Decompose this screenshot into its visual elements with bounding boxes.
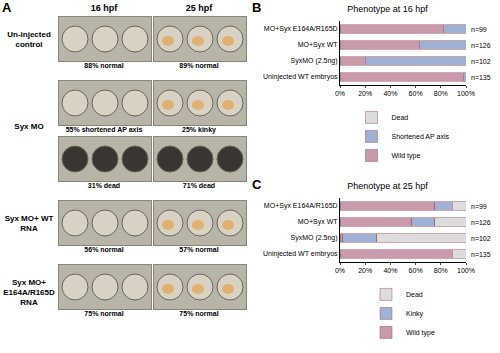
- svg-text:80%: 80%: [434, 267, 448, 274]
- svg-text:20%: 20%: [358, 90, 372, 97]
- svg-text:MO+Syx WT: MO+Syx WT: [298, 218, 339, 226]
- svg-text:80%: 80%: [434, 90, 448, 97]
- svg-text:Wild type: Wild type: [392, 152, 421, 160]
- html-text:75% normal: 75% normal: [179, 310, 219, 317]
- html-text:B: B: [252, 0, 262, 15]
- svg-text:40%: 40%: [383, 267, 397, 274]
- svg-text:60%: 60%: [409, 267, 423, 274]
- svg-text:100%: 100%: [457, 267, 475, 274]
- svg-text:Uninjected WT embryos: Uninjected WT embryos: [263, 73, 338, 81]
- svg-text:Uninjected WT embryos: Uninjected WT embryos: [263, 250, 338, 258]
- svg-text:Kinky: Kinky: [406, 310, 424, 318]
- svg-text:n=102: n=102: [471, 235, 491, 242]
- svg-text:Phenotype at 16 hpf: Phenotype at 16 hpf: [347, 4, 428, 14]
- html-text:A: A: [2, 0, 12, 15]
- svg-text:MO+Syx WT: MO+Syx WT: [298, 41, 339, 49]
- svg-text:100%: 100%: [457, 90, 475, 97]
- html-text:Un-injected control: Un-injected control: [7, 30, 51, 49]
- svg-text:Dead: Dead: [406, 291, 423, 298]
- html-text:Syx MO: Syx MO: [14, 122, 44, 131]
- svg-text:Phenotype at 25 hpf: Phenotype at 25 hpf: [347, 181, 428, 191]
- svg-text:n=126: n=126: [471, 219, 491, 226]
- html-text:89% normal: 89% normal: [179, 62, 219, 69]
- html-text:C: C: [252, 177, 262, 192]
- html-text:57% normal: 57% normal: [179, 246, 219, 253]
- html-text:Syx MO+ WT RNA: Syx MO+ WT RNA: [4, 214, 54, 233]
- svg-text:n=102: n=102: [471, 58, 491, 65]
- html-text:88% normal: 88% normal: [84, 62, 124, 69]
- html-text:55% shortened AP axis: 55% shortened AP axis: [65, 126, 143, 133]
- svg-text:60%: 60%: [409, 90, 423, 97]
- html-text:25 hpf: 25 hpf: [185, 3, 213, 13]
- html-text:Syx MO+ E164A/R165D RNA: Syx MO+ E164A/R165D RNA: [3, 278, 55, 307]
- html-text:71% dead: 71% dead: [182, 182, 216, 189]
- svg-text:MO+Syx E164A/R165D: MO+Syx E164A/R165D: [264, 202, 338, 210]
- html-text:31% dead: 31% dead: [87, 182, 121, 189]
- html-text:16 hpf: 16 hpf: [90, 3, 118, 13]
- svg-text:n=99: n=99: [471, 26, 487, 33]
- svg-text:SyxMO (2.5ng): SyxMO (2.5ng): [291, 57, 338, 65]
- svg-text:SyxMO (2.5ng): SyxMO (2.5ng): [291, 234, 338, 242]
- html-text:25% kinky: 25% kinky: [182, 126, 216, 133]
- svg-text:Dead: Dead: [392, 114, 409, 121]
- svg-text:20%: 20%: [358, 267, 372, 274]
- svg-text:n=126: n=126: [471, 42, 491, 49]
- svg-text:n=99: n=99: [471, 203, 487, 210]
- svg-text:Wild type: Wild type: [406, 329, 435, 337]
- html-text:56% normal: 56% normal: [84, 246, 124, 253]
- svg-text:0%: 0%: [335, 90, 345, 97]
- svg-text:40%: 40%: [383, 90, 397, 97]
- svg-text:MO+Syx E164A/R165D: MO+Syx E164A/R165D: [264, 25, 338, 33]
- svg-text:Shortened AP axis: Shortened AP axis: [392, 133, 450, 140]
- svg-text:n=135: n=135: [471, 251, 491, 258]
- svg-text:n=135: n=135: [471, 74, 491, 81]
- html-text:75% normal: 75% normal: [84, 310, 124, 317]
- svg-text:0%: 0%: [335, 267, 345, 274]
